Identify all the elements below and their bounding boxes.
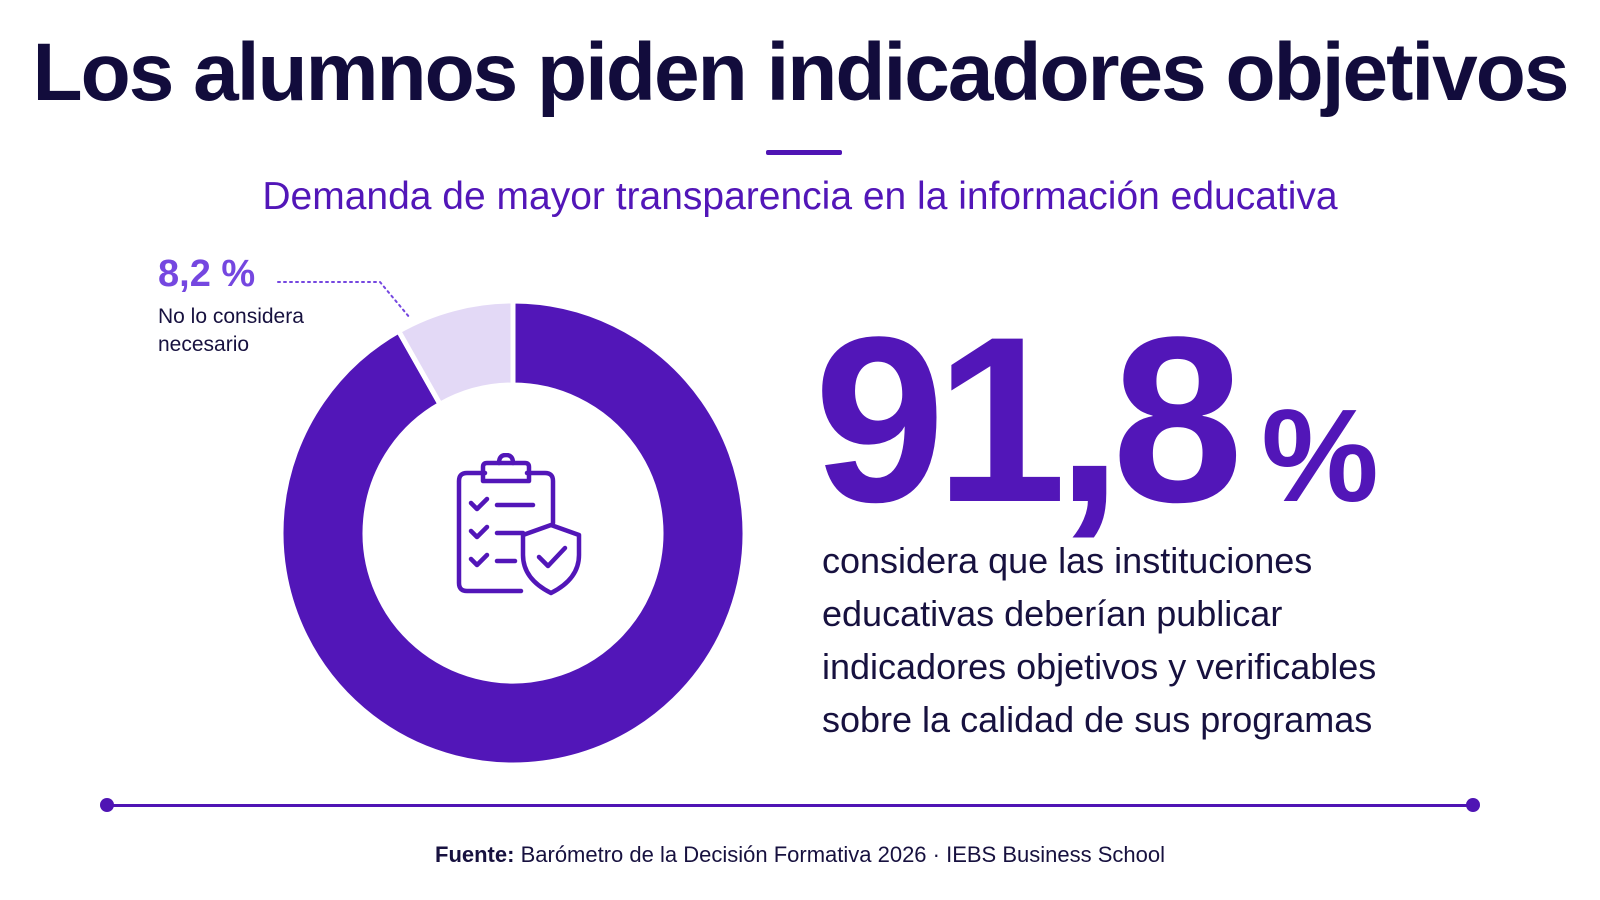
minor-description-label: No lo considera necesario [158,305,304,356]
footer-divider [106,804,1472,807]
highlight-number: 91,8 [814,288,1243,552]
source-text: Barómetro de la Decisión Formativa 2026 … [520,842,1165,867]
minor-percentage-label: 8,2 % [158,253,256,295]
highlight-value: 91,8% [814,302,1379,538]
donut-svg [278,298,748,768]
clipboard-shield-icon [456,453,582,596]
highlight-description: considera que las instituciones educativ… [822,540,1377,740]
slice-major [278,298,748,768]
highlight-percent-sign: % [1261,382,1379,529]
title-underline [766,150,842,155]
page-title: Los alumnos piden indicadores objetivos [32,27,1570,118]
footer-divider-right-dot [1466,798,1480,812]
slice-minor [396,298,516,407]
source-note: Fuente: Barómetro de la Decisión Formati… [0,842,1600,868]
page-subtitle: Demanda de mayor transparencia en la inf… [262,175,1338,218]
footer-divider-left-dot [100,798,114,812]
source-label: Fuente: [435,842,515,867]
donut-chart [278,298,748,768]
